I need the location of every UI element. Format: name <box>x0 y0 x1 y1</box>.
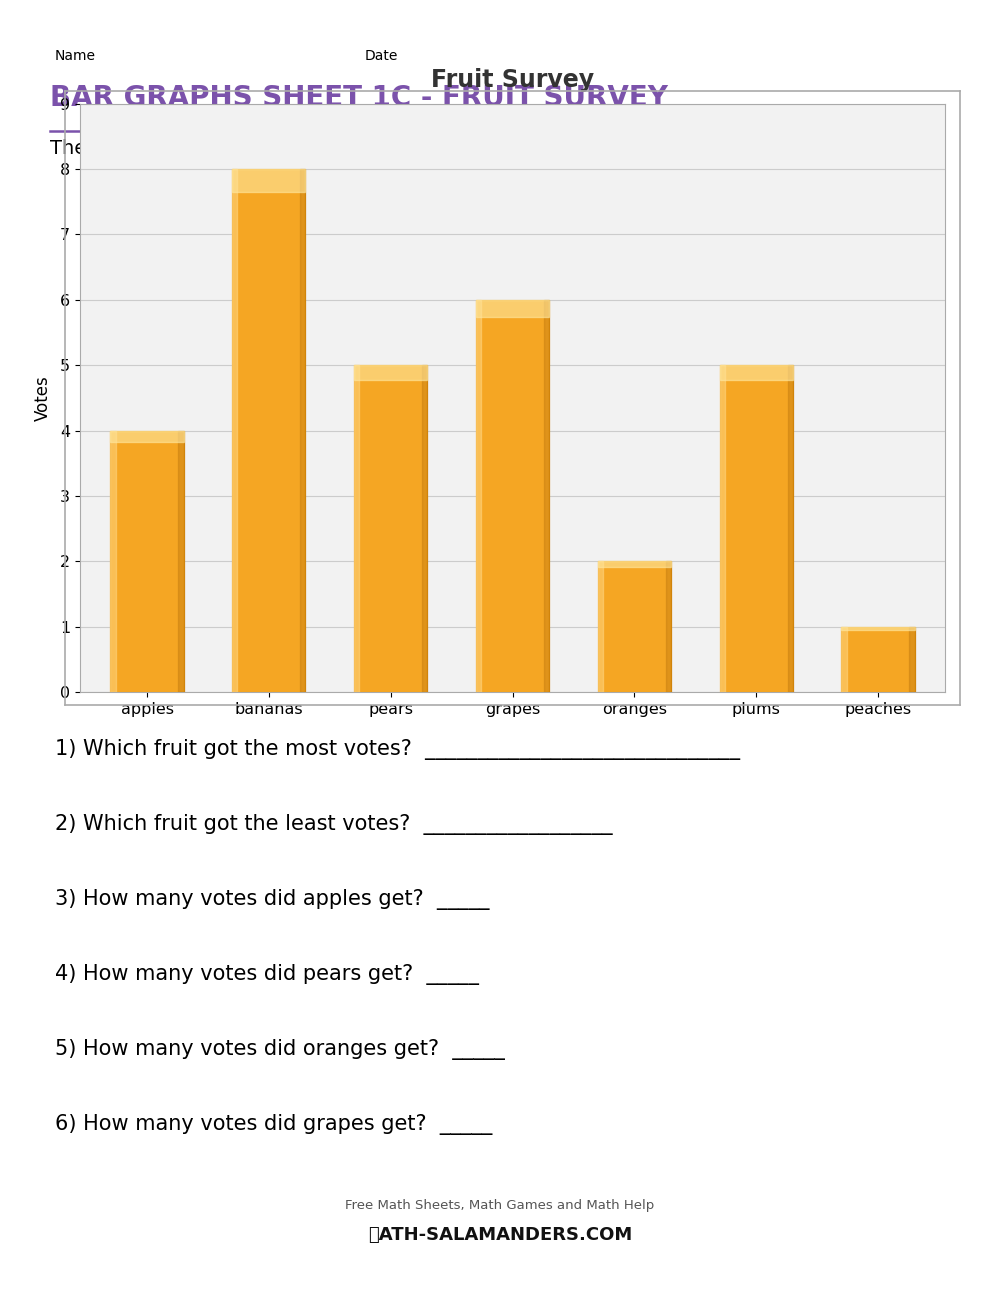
Bar <box>720 365 793 380</box>
Bar <box>232 170 305 692</box>
Bar <box>476 300 549 692</box>
Bar <box>110 431 184 443</box>
Text: Free Math Sheets, Math Games and Math Help: Free Math Sheets, Math Games and Math He… <box>345 1200 655 1212</box>
Bar <box>476 300 549 317</box>
Bar <box>598 562 603 692</box>
Text: 1) Which fruit got the most votes?  ______________________________: 1) Which fruit got the most votes? _____… <box>55 739 740 760</box>
Bar <box>720 365 793 692</box>
Bar <box>841 626 915 630</box>
Bar <box>354 365 359 692</box>
Text: BAR GRAPHS SHEET 1C - FRUIT SURVEY: BAR GRAPHS SHEET 1C - FRUIT SURVEY <box>50 84 668 113</box>
Text: 3) How many votes did apples get?  _____: 3) How many votes did apples get? _____ <box>55 889 490 910</box>
Bar <box>666 562 671 692</box>
Bar <box>110 431 116 692</box>
Bar <box>232 170 237 692</box>
Bar <box>178 431 184 692</box>
Text: ⓂATH-SALAMANDERS.COM: ⓂATH-SALAMANDERS.COM <box>368 1225 632 1244</box>
Text: Date: Date <box>365 49 398 63</box>
Bar <box>788 365 793 692</box>
Bar <box>110 431 184 692</box>
Bar <box>476 300 481 692</box>
Bar <box>354 365 427 692</box>
Text: 4) How many votes did pears get?  _____: 4) How many votes did pears get? _____ <box>55 964 479 985</box>
Bar <box>720 365 725 692</box>
Bar <box>841 626 847 692</box>
Y-axis label: Votes: Votes <box>34 375 52 421</box>
Bar <box>544 300 549 692</box>
Bar <box>300 170 305 692</box>
Text: Name: Name <box>55 49 96 63</box>
Bar <box>841 626 915 692</box>
Text: 6) How many votes did grapes get?  _____: 6) How many votes did grapes get? _____ <box>55 1114 492 1135</box>
Text: The children in Salamander Class had a vote on their tastiest fruit.: The children in Salamander Class had a v… <box>50 138 700 158</box>
Bar <box>909 626 915 692</box>
Title: Fruit Survey: Fruit Survey <box>431 67 594 92</box>
Bar <box>232 170 305 193</box>
Bar <box>598 562 671 567</box>
Text: 2) Which fruit got the least votes?  __________________: 2) Which fruit got the least votes? ____… <box>55 814 613 835</box>
Bar <box>598 562 671 692</box>
Bar <box>354 365 427 380</box>
Text: 5) How many votes did oranges get?  _____: 5) How many votes did oranges get? _____ <box>55 1039 505 1060</box>
Bar <box>422 365 427 692</box>
